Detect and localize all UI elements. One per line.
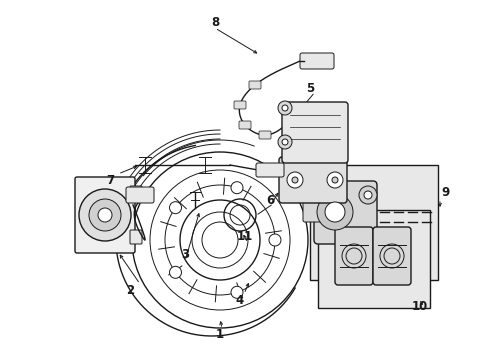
Circle shape <box>331 177 337 183</box>
FancyBboxPatch shape <box>126 187 154 203</box>
FancyBboxPatch shape <box>303 198 341 222</box>
Circle shape <box>286 172 303 188</box>
FancyBboxPatch shape <box>313 181 376 244</box>
FancyBboxPatch shape <box>75 177 135 253</box>
Circle shape <box>325 202 345 222</box>
Text: 1: 1 <box>216 328 224 342</box>
FancyBboxPatch shape <box>372 227 410 285</box>
Text: 11: 11 <box>236 230 253 243</box>
FancyBboxPatch shape <box>279 157 346 203</box>
Circle shape <box>89 199 121 231</box>
Text: 4: 4 <box>235 293 244 306</box>
Circle shape <box>282 139 287 145</box>
Circle shape <box>278 101 291 115</box>
FancyBboxPatch shape <box>334 227 372 285</box>
Bar <box>309 165 437 280</box>
FancyBboxPatch shape <box>282 102 347 163</box>
Circle shape <box>79 189 131 241</box>
FancyBboxPatch shape <box>299 53 333 69</box>
Circle shape <box>132 152 307 328</box>
Circle shape <box>316 194 352 230</box>
Text: 2: 2 <box>126 284 134 297</box>
Circle shape <box>358 186 376 204</box>
Text: 8: 8 <box>210 15 219 28</box>
Text: 6: 6 <box>265 194 274 207</box>
FancyBboxPatch shape <box>239 121 250 129</box>
Circle shape <box>230 286 243 298</box>
Text: 9: 9 <box>440 186 448 199</box>
FancyBboxPatch shape <box>256 163 284 177</box>
Text: 5: 5 <box>305 81 313 94</box>
Circle shape <box>169 266 181 278</box>
Circle shape <box>230 182 243 194</box>
Circle shape <box>169 202 181 214</box>
Circle shape <box>98 208 112 222</box>
Bar <box>317 210 429 308</box>
FancyBboxPatch shape <box>130 186 142 200</box>
Circle shape <box>326 172 342 188</box>
Circle shape <box>278 135 291 149</box>
Text: 3: 3 <box>181 248 189 261</box>
Text: 7: 7 <box>106 174 114 186</box>
FancyBboxPatch shape <box>130 230 142 244</box>
Text: 10: 10 <box>411 301 427 314</box>
Circle shape <box>282 105 287 111</box>
FancyBboxPatch shape <box>234 101 245 109</box>
Circle shape <box>268 234 281 246</box>
Circle shape <box>363 191 371 199</box>
FancyBboxPatch shape <box>259 131 270 139</box>
Circle shape <box>291 177 297 183</box>
FancyBboxPatch shape <box>248 81 261 89</box>
